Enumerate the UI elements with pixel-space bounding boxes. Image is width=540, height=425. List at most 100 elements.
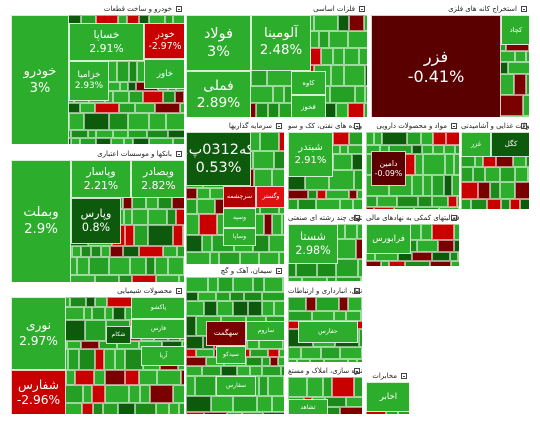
expand-icon[interactable] — [176, 288, 182, 294]
expand-icon[interactable] — [176, 151, 182, 157]
stock-name: شفارس — [18, 377, 59, 392]
filler-cell — [412, 175, 423, 196]
sector-title[interactable]: سرمایه گذاریها — [186, 121, 284, 132]
filler-cell — [115, 349, 125, 370]
expand-icon[interactable] — [354, 288, 360, 294]
filler-cell — [79, 349, 95, 370]
filler-cell — [316, 297, 339, 311]
filler-cell — [72, 246, 81, 257]
expand-icon[interactable] — [276, 268, 282, 274]
filler-cell — [345, 224, 357, 239]
filler-cell — [64, 320, 85, 341]
expand-icon[interactable] — [354, 215, 360, 221]
stock-name: وپارس — [80, 207, 112, 221]
filler-cell — [407, 132, 421, 145]
filler-cell — [438, 240, 454, 252]
filler-cell — [95, 103, 119, 113]
filler-cell — [85, 320, 106, 341]
filler-cell — [233, 396, 257, 412]
sector: انبوه سازی، املاک و مستغ ثشاهد — [287, 365, 363, 415]
filler-cell — [146, 257, 155, 275]
sector-title[interactable]: انبوه سازی، املاک و مستغ — [288, 366, 362, 377]
expand-icon[interactable] — [176, 6, 182, 12]
filler-cell — [105, 385, 129, 403]
filler-cell — [186, 336, 203, 349]
filler-cell — [262, 292, 284, 301]
expand-icon[interactable] — [359, 6, 365, 12]
sector-title[interactable]: سیمان، آهک و گچ — [186, 266, 284, 277]
sector-title[interactable]: بانکها و موسسات اعتباری — [11, 149, 184, 160]
filler-cell — [140, 385, 150, 403]
filler-cell — [202, 366, 221, 376]
filler-cell — [417, 240, 438, 252]
filler-cell — [196, 349, 214, 357]
stock-tile: وپاسار 2.21% — [71, 160, 131, 198]
filler-cell — [454, 154, 459, 175]
filler-cell — [478, 182, 490, 199]
filler-cell — [113, 307, 125, 320]
filler-cell — [329, 170, 354, 190]
filler-cell — [186, 277, 208, 292]
sector-title[interactable]: مواد و محصولات دارویی — [366, 121, 459, 132]
filler-cell — [423, 154, 445, 175]
filler-cell — [186, 252, 210, 264]
sector-title[interactable]: خودرو و ساخت قطعات — [11, 4, 184, 15]
expand-icon[interactable] — [521, 123, 527, 129]
sector-title[interactable]: مخابرات — [366, 371, 409, 382]
stock-name: سرچشمه — [226, 193, 253, 201]
stock-name: فملی — [203, 77, 234, 94]
expand-icon[interactable] — [276, 123, 282, 129]
filler-cell — [394, 207, 414, 209]
expand-icon[interactable] — [354, 368, 360, 374]
sector-title[interactable]: فعالیتهای کمکی به نهادهای مالی — [366, 213, 459, 224]
filler-cell — [179, 403, 184, 414]
sector-title[interactable]: محصولات غذایی و آشامیدنی — [461, 121, 529, 132]
filler-cell — [365, 65, 367, 86]
filler-cell — [186, 316, 196, 336]
expand-icon[interactable] — [451, 215, 457, 221]
filler-cell — [432, 175, 444, 196]
filler-cell — [412, 252, 432, 261]
stock-change: 2.97% — [19, 333, 58, 348]
expand-icon[interactable] — [354, 123, 360, 129]
sector-title[interactable]: شرکتهای چند رشته ای صنعتی — [288, 213, 362, 224]
sector: بانکها و موسسات اعتباری وبملت 2.9% وپاسار 2.… — [10, 148, 185, 283]
expand-icon[interactable] — [401, 373, 407, 379]
filler-cell — [273, 86, 284, 103]
sector-title[interactable]: محصولات شیمیایی — [11, 286, 184, 297]
filler-cell — [310, 359, 324, 362]
stock-tile: وپارس 0.8% — [71, 198, 121, 244]
filler-cell — [242, 412, 263, 414]
filler-cell — [327, 277, 336, 281]
filler-cell — [323, 377, 332, 397]
filler-cell — [523, 95, 529, 116]
filler-cell — [124, 138, 133, 144]
sector-title[interactable]: فراورده های نفتی، کک و سو — [288, 121, 362, 132]
filler-cell — [117, 61, 129, 82]
filler-cell — [319, 31, 329, 48]
sector-title[interactable]: حمل و نقل، انبارداری و ارتباطات — [288, 286, 362, 297]
sector-title[interactable]: استخراج کانه های فلزی — [371, 4, 529, 15]
stock-tile: غزر — [461, 132, 491, 157]
filler-cell — [349, 190, 357, 199]
expand-icon[interactable] — [451, 123, 457, 129]
filler-cell — [163, 91, 175, 103]
filler-cell — [264, 214, 272, 235]
filler-cell — [325, 397, 346, 407]
expand-icon[interactable] — [521, 6, 527, 12]
stock-change: 2.21% — [83, 179, 119, 192]
filler-cell — [433, 145, 444, 154]
filler-cell — [109, 113, 128, 130]
filler-cell — [69, 113, 84, 130]
filler-cell — [366, 261, 381, 266]
filler-cell — [365, 86, 367, 103]
filler-cell — [458, 252, 459, 261]
filler-cell — [92, 307, 105, 320]
filler-cell — [473, 167, 485, 182]
filler-cell — [210, 188, 224, 199]
filler-cell — [444, 175, 452, 196]
sector-title[interactable]: فلزات اساسی — [186, 4, 367, 15]
stock-tile: آریا — [141, 346, 184, 366]
stock-name: فولاد — [203, 25, 234, 42]
stock-name: آریا — [159, 352, 168, 360]
